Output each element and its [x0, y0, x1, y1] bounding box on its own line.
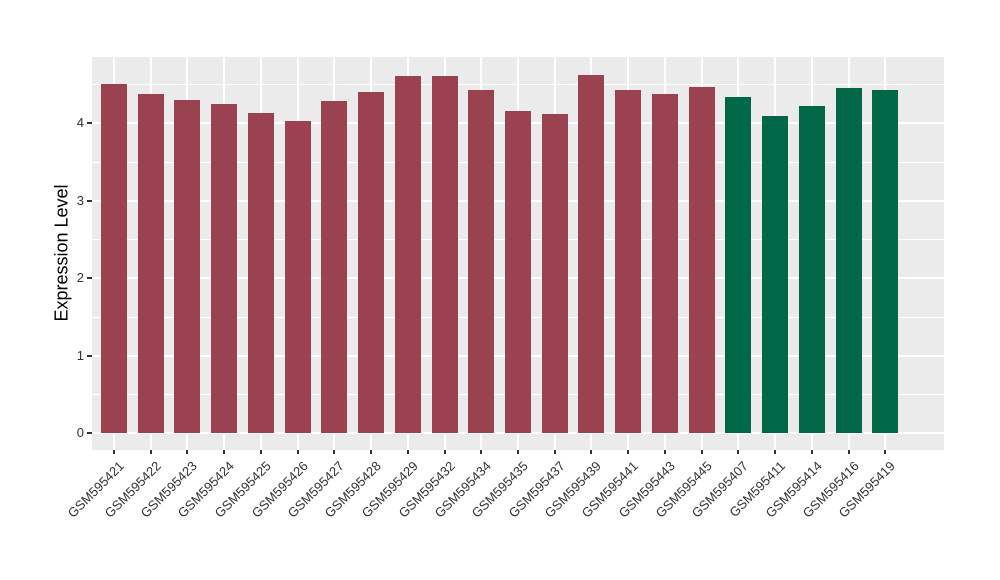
x-tick-mark: [553, 450, 556, 454]
x-tick-mark: [186, 450, 189, 454]
y-tick-label: 2: [76, 270, 84, 285]
x-tick-mark: [259, 450, 262, 454]
bar-GSM595434: [468, 90, 495, 433]
bar-GSM595437: [541, 113, 568, 433]
y-tick-mark: [87, 354, 92, 357]
x-tick-mark: [590, 450, 593, 454]
y-tick-mark: [87, 277, 92, 279]
bar-GSM595425: [247, 112, 274, 433]
bar-GSM595427: [321, 101, 348, 433]
bar-GSM595423: [174, 99, 201, 433]
x-tick-mark: [480, 450, 483, 454]
x-tick-mark: [113, 450, 116, 454]
bar-GSM595445: [688, 87, 715, 433]
x-tick-mark: [296, 450, 299, 454]
x-tick-mark: [370, 450, 373, 454]
bar-GSM595414: [798, 105, 825, 433]
bar-GSM595407: [725, 96, 752, 433]
y-tick-mark: [87, 122, 92, 124]
bar-GSM595422: [137, 94, 164, 433]
bar-GSM595432: [431, 75, 458, 433]
x-tick-mark: [443, 450, 446, 454]
bar-GSM595419: [872, 89, 899, 433]
bar-GSM595443: [651, 94, 678, 433]
bar-GSM595426: [284, 120, 311, 433]
x-tick-mark: [406, 450, 409, 454]
x-tick-mark: [774, 450, 777, 454]
x-tick-mark: [149, 450, 152, 454]
bar-GSM595421: [101, 84, 128, 433]
x-tick-mark: [884, 450, 887, 454]
x-tick-mark: [627, 450, 630, 454]
bar-GSM595429: [394, 75, 421, 433]
y-tick-label: 1: [76, 347, 84, 363]
x-tick-mark: [223, 450, 226, 454]
plot-panel: [92, 57, 944, 450]
y-tick-label: 3: [76, 192, 84, 208]
bar-GSM595411: [762, 116, 789, 433]
bar-GSM595416: [835, 88, 862, 433]
bar-GSM595439: [578, 74, 605, 433]
bar-GSM595435: [505, 110, 531, 433]
x-tick-mark: [700, 450, 703, 454]
y-tick-label: 4: [76, 115, 84, 130]
bar-GSM595424: [211, 104, 238, 433]
y-tick-mark: [87, 432, 92, 434]
bar-GSM595428: [358, 92, 385, 433]
y-tick-label: 0: [76, 425, 84, 440]
x-tick-mark: [663, 450, 666, 454]
x-tick-mark: [847, 450, 850, 454]
y-tick-mark: [87, 199, 92, 202]
x-tick-mark: [333, 450, 336, 454]
x-tick-mark: [517, 450, 519, 454]
x-tick-mark: [810, 450, 813, 454]
bar-GSM595441: [615, 90, 642, 433]
x-tick-mark: [737, 450, 740, 454]
